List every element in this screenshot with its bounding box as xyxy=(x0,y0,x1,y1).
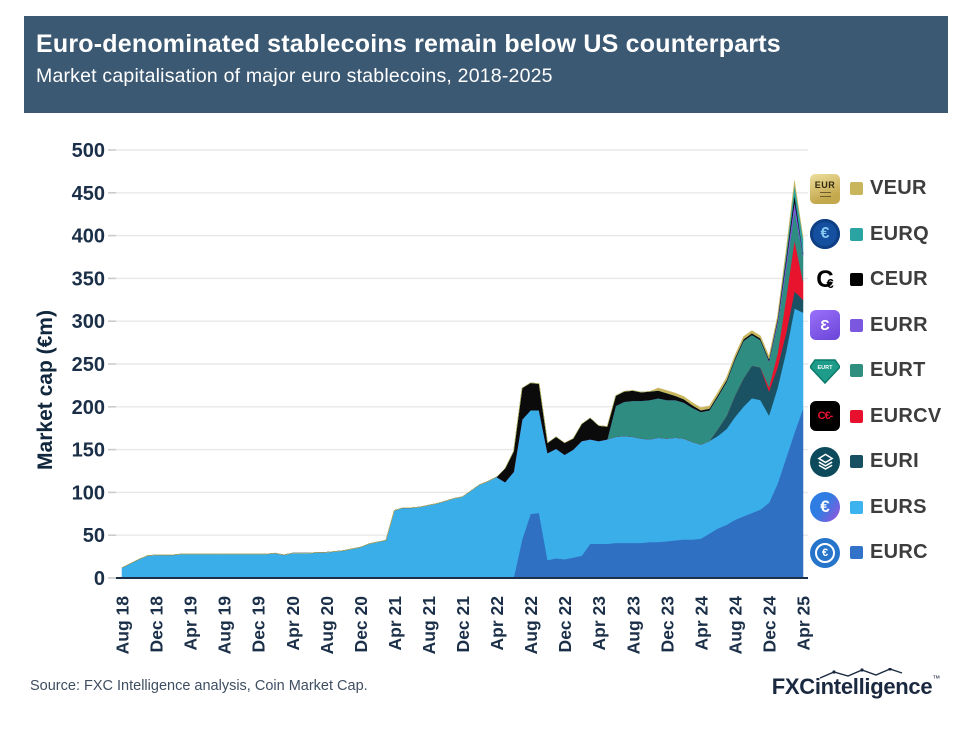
eurq-coin-icon: € xyxy=(810,219,840,250)
euri-coin-icon xyxy=(810,446,840,477)
x-tick-label: Dec 23 xyxy=(657,596,677,653)
eurs-coin-icon: € xyxy=(810,492,840,523)
ceur-coin-icon: C € xyxy=(816,265,834,293)
legend-item-euri: EURI xyxy=(810,439,942,485)
eurc-coin-icon: € xyxy=(810,537,840,568)
veur-coin-icon: EUR xyxy=(810,173,840,204)
legend-swatch-euri xyxy=(850,455,863,469)
y-tick-label: 0 xyxy=(94,568,105,590)
legend-item-eurr: Ɛ EURR xyxy=(810,303,942,349)
y-tick-label: 50 xyxy=(83,525,105,547)
legend-swatch-veur xyxy=(850,182,863,196)
legend-item-eurs: € EURS xyxy=(810,485,942,531)
legend-label: VEUR xyxy=(870,177,927,200)
trademark-symbol: ™ xyxy=(932,674,940,683)
logo-text-bold: FXC xyxy=(771,674,815,699)
eurcv-coin-icon: C€- xyxy=(810,401,840,432)
x-tick-label: Aug 23 xyxy=(623,596,643,655)
y-tick-label: 200 xyxy=(72,397,105,419)
y-tick-label: 150 xyxy=(72,440,105,462)
x-tick-label: Dec 24 xyxy=(759,596,779,653)
svg-text:EURT: EURT xyxy=(818,365,834,371)
x-tick-label: Apr 23 xyxy=(589,596,609,651)
x-tick-label: Aug 22 xyxy=(521,596,541,655)
fxc-intelligence-logo: FXCintelligence™ xyxy=(771,668,940,700)
legend-label: EURT xyxy=(870,359,926,382)
legend-label: CEUR xyxy=(870,268,928,291)
y-tick-label: 100 xyxy=(72,482,105,504)
legend-swatch-eurq xyxy=(850,227,863,241)
x-tick-label: Dec 20 xyxy=(351,596,371,653)
x-tick-label: Dec 22 xyxy=(555,596,575,653)
legend-item-eurcv: C€- EURCV xyxy=(810,394,942,440)
x-tick-label: Aug 18 xyxy=(113,596,133,655)
x-tick-label: Apr 22 xyxy=(487,596,507,651)
y-tick-label: 250 xyxy=(72,354,105,376)
x-tick-label: Apr 24 xyxy=(691,596,711,651)
x-tick-label: Dec 21 xyxy=(453,596,473,653)
y-tick-label: 400 xyxy=(72,226,105,248)
legend-swatch-eurcv xyxy=(850,409,863,423)
logo-sparkline-icon xyxy=(819,668,902,679)
eurr-coin-icon: Ɛ xyxy=(810,310,840,341)
x-tick-label: Dec 18 xyxy=(147,596,167,653)
y-tick-label: 300 xyxy=(72,311,105,333)
x-tick-label: Apr 19 xyxy=(181,596,201,651)
legend-label: EURS xyxy=(870,495,927,518)
x-tick-label: Aug 19 xyxy=(215,596,235,655)
y-axis-label: Market cap (€m) xyxy=(34,310,57,470)
legend-item-eurq: € EURQ xyxy=(810,212,942,258)
x-tick-label: Aug 21 xyxy=(419,596,439,655)
legend-label: EURQ xyxy=(870,222,929,245)
legend-label: EURR xyxy=(870,313,928,336)
legend-label: EURCV xyxy=(870,404,942,427)
legend-swatch-eurc xyxy=(850,546,863,560)
logo-text: intelligence xyxy=(814,674,933,699)
legend-label: EURI xyxy=(870,450,919,473)
page-title: Euro-denominated stablecoins remain belo… xyxy=(36,30,781,58)
page-subtitle: Market capitalisation of major euro stab… xyxy=(36,65,553,87)
area-series-veur xyxy=(121,180,804,568)
chart-legend: EUR VEUR € EURQ C € CEUR Ɛ EURR EURT EURT C€- EURCV E… xyxy=(810,166,942,576)
y-tick-label: 350 xyxy=(72,268,105,290)
eurt-coin-icon: EURT xyxy=(810,356,840,386)
legend-item-eurc: € EURC xyxy=(810,530,942,576)
x-tick-label: Apr 20 xyxy=(283,596,303,651)
legend-label: EURC xyxy=(870,541,928,564)
legend-item-ceur: C € CEUR xyxy=(810,257,942,303)
y-tick-label: 450 xyxy=(72,183,105,205)
x-tick-label: Apr 25 xyxy=(794,596,814,651)
x-tick-label: Dec 19 xyxy=(249,596,269,653)
legend-item-eurt: EURT EURT xyxy=(810,348,942,394)
x-tick-label: Aug 24 xyxy=(725,596,745,655)
x-tick-label: Aug 20 xyxy=(317,596,337,655)
legend-swatch-ceur xyxy=(850,273,863,287)
source-note: Source: FXC Intelligence analysis, Coin … xyxy=(30,678,368,694)
legend-swatch-eurr xyxy=(850,318,863,332)
legend-swatch-eurt xyxy=(850,364,863,378)
x-tick-label: Apr 21 xyxy=(385,596,405,651)
y-tick-label: 500 xyxy=(72,140,105,162)
header-banner: Euro-denominated stablecoins remain belo… xyxy=(24,16,948,113)
legend-swatch-eurs xyxy=(850,500,863,514)
legend-item-veur: EUR VEUR xyxy=(810,166,942,212)
